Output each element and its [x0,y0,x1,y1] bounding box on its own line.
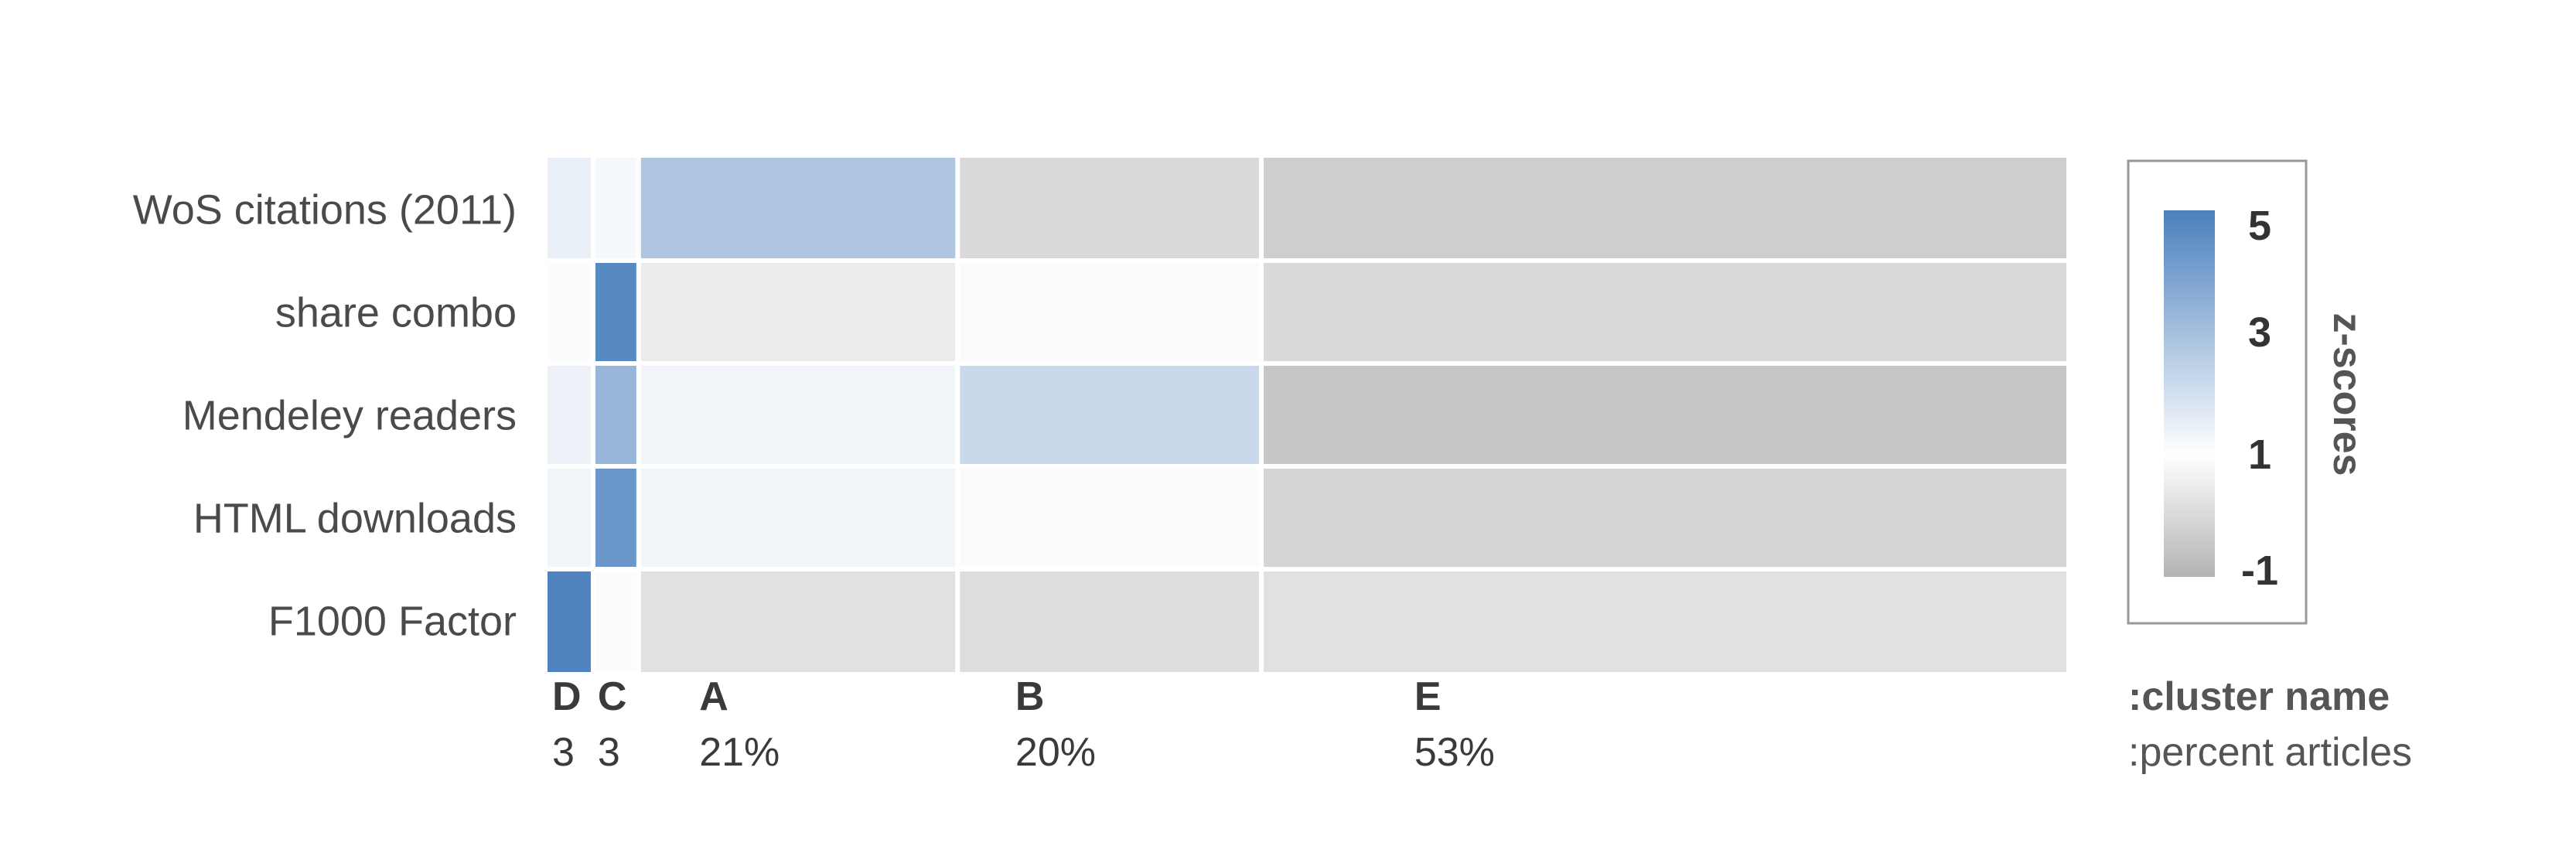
legend-colorbar [2164,210,2215,577]
legend-tick-label: 5 [2248,203,2271,249]
cluster-percent-label: 53% [1414,730,1495,775]
heatmap-cell [595,263,636,361]
cluster-percent-label: 3 [552,730,575,775]
legend-title: z-scores [2325,313,2370,476]
legend-ticks: 5 3 1 -1 [2241,203,2278,594]
legend-tick-label: 1 [2248,432,2271,478]
row-label: HTML downloads [193,496,517,542]
row-label: share combo [275,290,517,336]
heatmap-cell [640,469,956,567]
row-labels: WoS citations (2011) share combo Mendeley … [133,187,517,645]
heatmap-cell [960,158,1260,258]
cluster-name-label: B [1015,674,1045,719]
heatmap-cell [640,366,956,464]
heatmap-cell [960,571,1260,672]
heatmap-cell [548,158,591,258]
heatmap-cell [640,158,956,258]
heatmap-cell [1264,469,2066,567]
row-label: Mendeley readers [183,393,517,439]
heatmap-cell [640,571,956,672]
heatmap-cell [640,263,956,361]
heatmap-cell [595,158,636,258]
cluster-name-label: E [1414,674,1442,719]
heatmap-cell [595,366,636,464]
heatmap-cell [1264,571,2066,672]
heatmap-cell [595,469,636,567]
heatmap-cell [595,571,636,672]
legend: 5 3 1 -1 z-scores [2127,159,2370,625]
cluster-name-label: A [699,674,728,719]
legend-tick-label: -1 [2241,548,2278,594]
heatmap-cells [548,158,2066,672]
heatmap-cell [960,366,1260,464]
cluster-percent-label: 21% [699,730,780,775]
row-label: WoS citations (2011) [133,187,517,234]
legend-box [2127,159,2308,625]
heatmap-cell [960,469,1260,567]
percent-articles-footer: :percent articles [2128,730,2412,775]
cluster-name-label: C [598,674,627,719]
cluster-name-label: D [552,674,582,719]
row-label: F1000 Factor [268,599,517,645]
heatmap-cell [1264,158,2066,258]
cluster-name-footer: :cluster name [2128,674,2390,719]
cluster-percent-label: 3 [598,730,620,775]
heatmap-cell [548,263,591,361]
cluster-percent-label: 20% [1015,730,1096,775]
heatmap-cell [548,469,591,567]
heatmap-cell [548,366,591,464]
heatmap-cell [548,571,591,672]
legend-tick-label: 3 [2248,309,2271,356]
heatmap-cell [1264,263,2066,361]
heatmap-cell [1264,366,2066,464]
heatmap-cell [960,263,1260,361]
